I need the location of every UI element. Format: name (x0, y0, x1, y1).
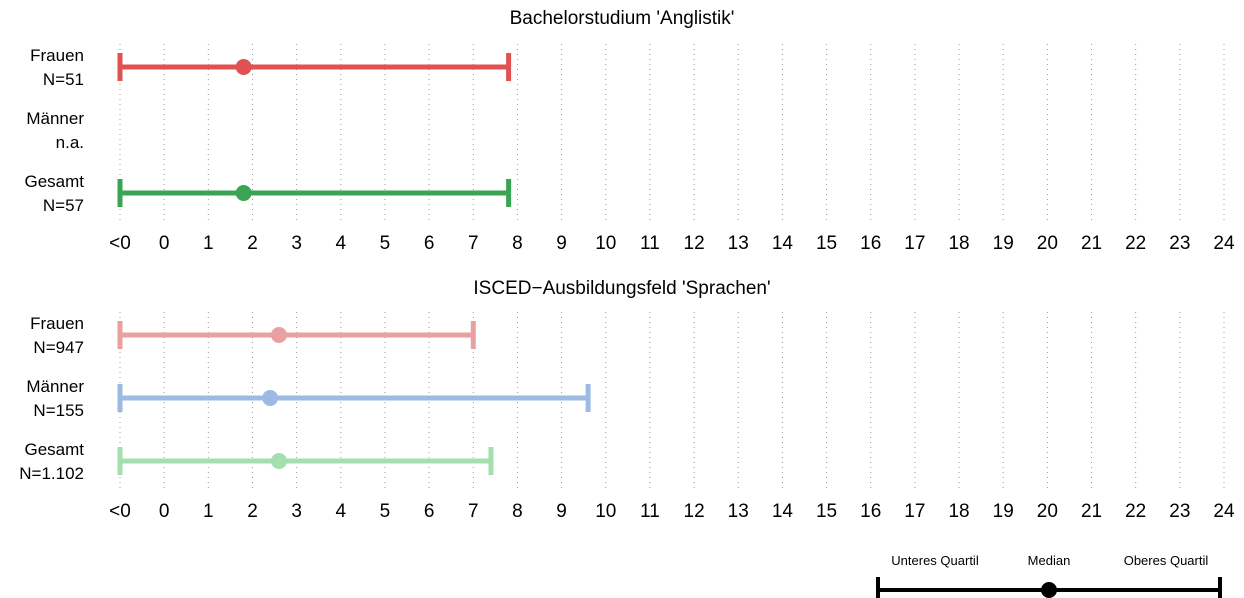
x-tick-label: 11 (640, 233, 660, 254)
median-dot (235, 59, 252, 75)
x-tick-label: 6 (424, 501, 435, 522)
median-dot (262, 390, 279, 406)
x-tick-label: 10 (595, 501, 616, 522)
x-tick-label: 8 (512, 501, 523, 522)
x-tick-label: 11 (640, 501, 660, 522)
x-tick-label: 15 (816, 501, 837, 522)
x-tick-label: 17 (904, 233, 925, 254)
x-tick-label: 4 (336, 233, 347, 254)
x-tick-label: 1 (203, 501, 214, 522)
x-tick-label: 22 (1125, 501, 1146, 522)
median-dot (235, 185, 252, 201)
median-dot (270, 327, 287, 343)
x-tick-label: 20 (1037, 501, 1058, 522)
row-n-label: n.a. (56, 133, 84, 152)
x-tick-label: 4 (336, 501, 347, 522)
legend-upper-label: Oberes Quartil (1124, 553, 1209, 568)
x-tick-label: 23 (1169, 233, 1190, 254)
x-tick-label: 7 (468, 233, 479, 254)
x-tick-label: 16 (860, 501, 881, 522)
x-tick-label: 12 (684, 233, 705, 254)
row-n-label: N=51 (43, 70, 84, 89)
x-tick-label: 0 (159, 233, 170, 254)
x-tick-label: 24 (1213, 501, 1235, 522)
legend-lower-label: Unteres Quartil (891, 553, 979, 568)
legend-median-label: Median (1028, 553, 1071, 568)
x-tick-label: 5 (380, 501, 391, 522)
row-label: Gesamt (24, 440, 84, 459)
panel-title: ISCED−Ausbildungsfeld 'Sprachen' (473, 278, 770, 299)
row-n-label: N=947 (33, 338, 84, 357)
x-tick-label: 19 (993, 233, 1014, 254)
x-tick-label: 1 (203, 233, 214, 254)
x-tick-label: 23 (1169, 501, 1190, 522)
x-tick-label: 3 (291, 501, 302, 522)
x-tick-label: 0 (159, 501, 170, 522)
row-label: Männer (26, 377, 84, 396)
x-tick-label: 22 (1125, 233, 1146, 254)
row-n-label: N=57 (43, 196, 84, 215)
x-tick-label: <0 (109, 233, 131, 254)
x-tick-label: 15 (816, 233, 837, 254)
x-tick-label: 21 (1081, 501, 1102, 522)
legend-median-dot (1041, 582, 1057, 598)
x-tick-label: 20 (1037, 233, 1058, 254)
row-label: Männer (26, 109, 84, 128)
row-n-label: N=1.102 (19, 464, 84, 483)
x-tick-label: 9 (556, 501, 567, 522)
x-tick-label: 5 (380, 233, 391, 254)
x-tick-label: 14 (772, 501, 794, 522)
x-tick-label: 17 (904, 501, 925, 522)
x-tick-label: 13 (728, 233, 749, 254)
x-tick-label: 12 (684, 501, 705, 522)
x-tick-label: 2 (247, 233, 258, 254)
row-n-label: N=155 (33, 401, 84, 420)
x-tick-label: 10 (595, 233, 616, 254)
panel-title: Bachelorstudium 'Anglistik' (510, 8, 735, 29)
x-tick-label: 8 (512, 233, 523, 254)
x-tick-label: 21 (1081, 233, 1102, 254)
x-tick-label: 3 (291, 233, 302, 254)
x-tick-label: 18 (948, 501, 969, 522)
x-tick-label: 19 (993, 501, 1014, 522)
row-label: Frauen (30, 46, 84, 65)
x-tick-label: 18 (948, 233, 969, 254)
row-label: Gesamt (24, 172, 84, 191)
x-tick-label: <0 (109, 501, 131, 522)
x-tick-label: 2 (247, 501, 258, 522)
median-dot (270, 453, 287, 469)
x-tick-label: 24 (1213, 233, 1235, 254)
x-tick-label: 9 (556, 233, 567, 254)
x-tick-label: 6 (424, 233, 435, 254)
x-tick-label: 14 (772, 233, 794, 254)
row-label: Frauen (30, 314, 84, 333)
x-tick-label: 16 (860, 233, 881, 254)
x-tick-label: 7 (468, 501, 479, 522)
x-tick-label: 13 (728, 501, 749, 522)
